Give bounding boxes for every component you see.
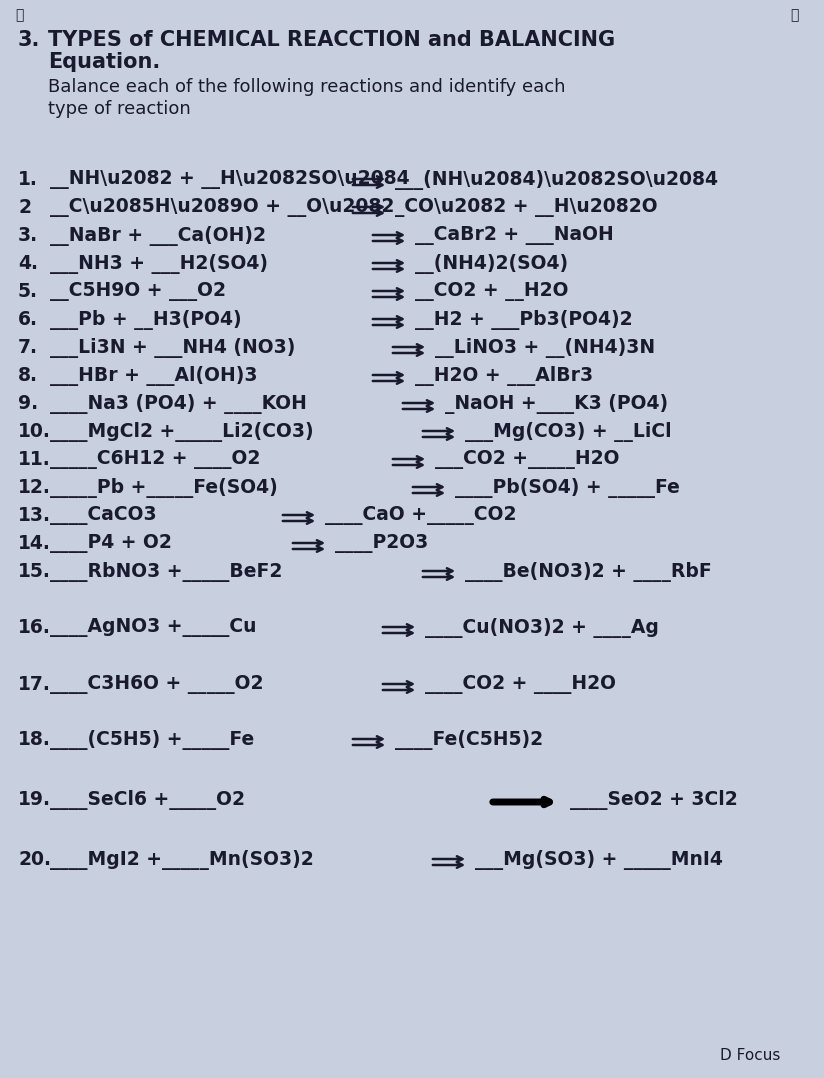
Text: 4.: 4.: [18, 254, 38, 273]
Text: __NH\u2082 + __H\u2082SO\u2084: __NH\u2082 + __H\u2082SO\u2084: [50, 170, 410, 189]
Text: 8.: 8.: [18, 367, 38, 385]
Text: 7.: 7.: [18, 338, 38, 357]
Text: ____MgCl2 +_____Li2(CO3): ____MgCl2 +_____Li2(CO3): [50, 421, 314, 442]
Text: 10.: 10.: [18, 421, 51, 441]
Text: type of reaction: type of reaction: [48, 100, 190, 118]
Text: TYPES of CHEMICAL REACCTION and BALANCING: TYPES of CHEMICAL REACCTION and BALANCIN…: [48, 30, 616, 50]
Text: ____Be(NO3)2 + ____RbF: ____Be(NO3)2 + ____RbF: [465, 562, 712, 582]
Text: ____CaO +_____CO2: ____CaO +_____CO2: [325, 506, 517, 525]
Text: ____MgI2 +_____Mn(SO3)2: ____MgI2 +_____Mn(SO3)2: [50, 849, 314, 870]
Text: __C5H9O + ___O2: __C5H9O + ___O2: [50, 282, 226, 301]
Text: ____AgNO3 +_____Cu: ____AgNO3 +_____Cu: [50, 618, 256, 637]
Text: 16.: 16.: [18, 618, 51, 637]
Text: __H2 + ___Pb3(PO4)2: __H2 + ___Pb3(PO4)2: [415, 310, 633, 330]
Text: 17.: 17.: [18, 675, 51, 694]
Text: 19.: 19.: [18, 790, 51, 808]
Text: ____SeO2 + 3Cl2: ____SeO2 + 3Cl2: [570, 790, 737, 810]
Text: 2: 2: [18, 198, 31, 217]
Text: _____Pb +_____Fe(SO4): _____Pb +_____Fe(SO4): [50, 478, 278, 498]
Text: ____P4 + O2: ____P4 + O2: [50, 534, 172, 553]
Text: ___Li3N + ___NH4 (NO3): ___Li3N + ___NH4 (NO3): [50, 338, 295, 358]
Text: _CO\u2082 + __H\u2082O: _CO\u2082 + __H\u2082O: [395, 198, 658, 217]
Text: __(NH4)2(SO4): __(NH4)2(SO4): [415, 254, 568, 274]
Text: 18.: 18.: [18, 730, 51, 749]
Text: 14.: 14.: [18, 534, 51, 553]
Text: ___CO2 +_____H2O: ___CO2 +_____H2O: [435, 450, 620, 469]
Text: ____RbNO3 +_____BeF2: ____RbNO3 +_____BeF2: [50, 562, 283, 582]
Text: 15.: 15.: [18, 562, 51, 581]
Text: 20.: 20.: [18, 849, 51, 869]
Text: ___NH3 + ___H2(SO4): ___NH3 + ___H2(SO4): [50, 254, 268, 274]
Text: 9.: 9.: [18, 393, 38, 413]
Text: 3.: 3.: [18, 30, 40, 50]
Text: ___Mg(CO3) + __LiCl: ___Mg(CO3) + __LiCl: [465, 421, 672, 442]
Text: 6.: 6.: [18, 310, 38, 329]
Text: __LiNO3 + __(NH4)3N: __LiNO3 + __(NH4)3N: [435, 338, 655, 358]
Text: ____Fe(C5H5)2: ____Fe(C5H5)2: [395, 730, 543, 750]
Text: 1.: 1.: [18, 170, 38, 189]
Text: ____SeCl6 +_____O2: ____SeCl6 +_____O2: [50, 790, 245, 810]
Text: ___Pb + __H3(PO4): ___Pb + __H3(PO4): [50, 310, 241, 330]
Text: __CO2 + __H2O: __CO2 + __H2O: [415, 282, 569, 301]
Text: 12.: 12.: [18, 478, 51, 497]
Text: 5.: 5.: [18, 282, 38, 301]
Text: ____CO2 + ____H2O: ____CO2 + ____H2O: [425, 675, 616, 694]
Text: _____C6H12 + ____O2: _____C6H12 + ____O2: [50, 450, 260, 469]
Text: __CaBr2 + ___NaOH: __CaBr2 + ___NaOH: [415, 226, 614, 245]
Text: 3.: 3.: [18, 226, 38, 245]
Text: ____CaCO3: ____CaCO3: [50, 506, 157, 525]
Text: 🖊: 🖊: [15, 8, 23, 22]
Text: ____Na3 (PO4) + ____KOH: ____Na3 (PO4) + ____KOH: [50, 393, 307, 414]
Text: ____(C5H5) +_____Fe: ____(C5H5) +_____Fe: [50, 730, 255, 750]
Text: 13.: 13.: [18, 506, 51, 525]
Text: Balance each of the following reactions and identify each: Balance each of the following reactions …: [48, 78, 565, 96]
Text: __H2O + ___AlBr3: __H2O + ___AlBr3: [415, 367, 593, 386]
Text: ___(NH\u2084)\u2082SO\u2084: ___(NH\u2084)\u2082SO\u2084: [395, 170, 718, 190]
Text: ___Mg(SO3) + _____MnI4: ___Mg(SO3) + _____MnI4: [475, 849, 723, 870]
Text: ____Pb(SO4) + _____Fe: ____Pb(SO4) + _____Fe: [455, 478, 680, 498]
Text: 🖊: 🖊: [790, 8, 798, 22]
Text: ____Cu(NO3)2 + ____Ag: ____Cu(NO3)2 + ____Ag: [425, 618, 659, 638]
Text: ____P2O3: ____P2O3: [335, 534, 428, 553]
Text: D Focus: D Focus: [720, 1048, 780, 1063]
Text: __C\u2085H\u2089O + __O\u2082: __C\u2085H\u2089O + __O\u2082: [50, 198, 395, 217]
Text: ____C3H6O + _____O2: ____C3H6O + _____O2: [50, 675, 264, 694]
Text: Equation.: Equation.: [48, 52, 160, 72]
Text: ___HBr + ___Al(OH)3: ___HBr + ___Al(OH)3: [50, 367, 257, 386]
Text: _NaOH +____K3 (PO4): _NaOH +____K3 (PO4): [445, 393, 668, 414]
Text: 11.: 11.: [18, 450, 51, 469]
Text: __NaBr + ___Ca(OH)2: __NaBr + ___Ca(OH)2: [50, 226, 266, 246]
